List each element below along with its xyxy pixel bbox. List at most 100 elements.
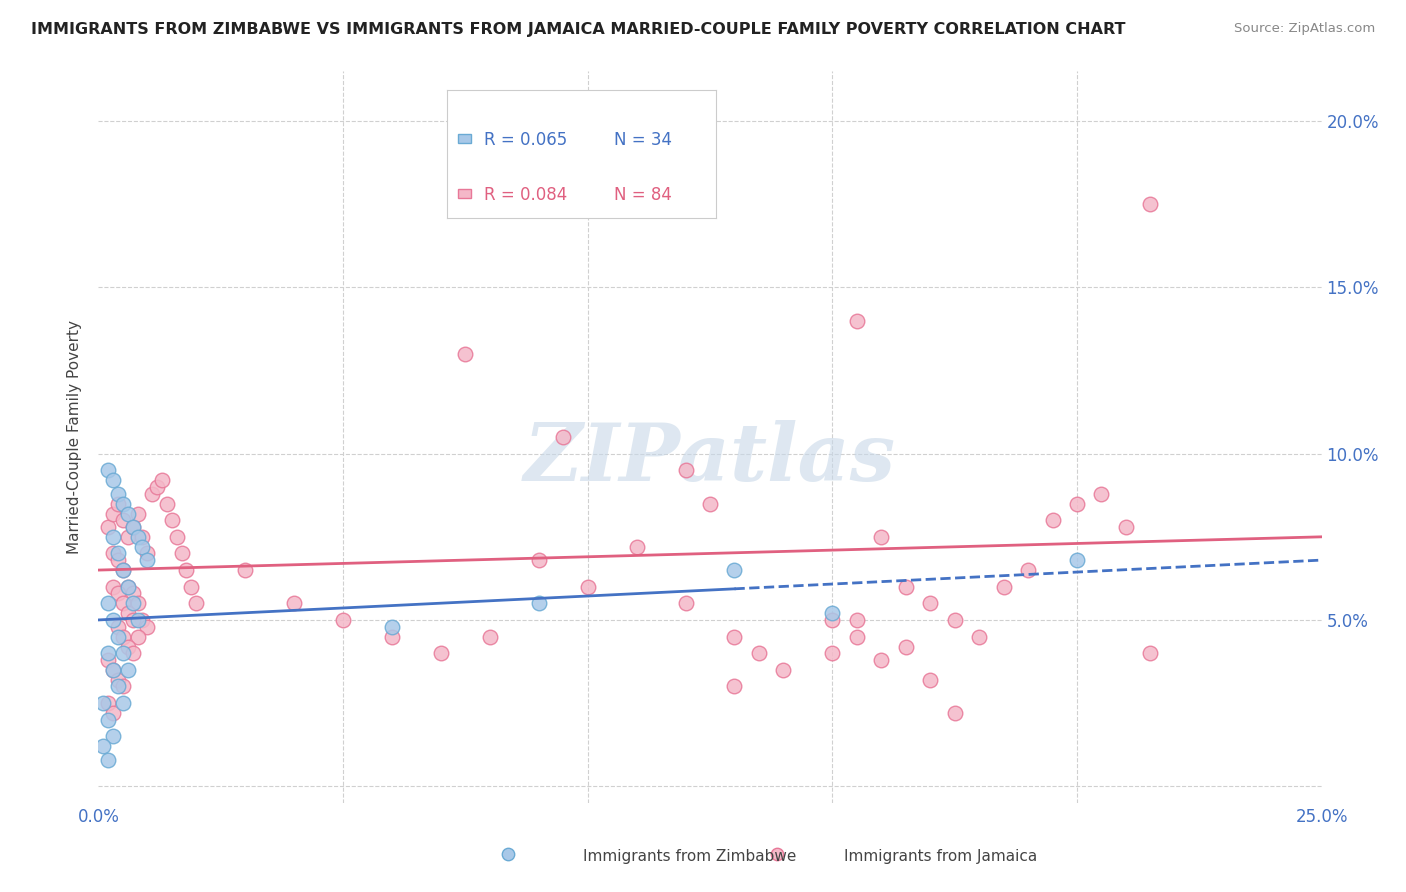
Point: [107, 497, 129, 511]
Point: [527, 596, 550, 610]
Point: [117, 663, 139, 677]
Point: [107, 553, 129, 567]
Point: [160, 513, 183, 527]
Point: [117, 530, 139, 544]
Point: [150, 473, 173, 487]
Point: [180, 580, 202, 594]
Point: [454, 347, 477, 361]
Point: [136, 619, 159, 633]
Point: [176, 563, 198, 577]
Point: [943, 706, 966, 720]
Point: [723, 563, 745, 577]
Point: [920, 673, 942, 687]
Point: [111, 497, 134, 511]
Point: [111, 563, 134, 577]
Point: [381, 619, 404, 633]
Point: [1017, 563, 1039, 577]
Point: [131, 613, 153, 627]
Point: [107, 586, 129, 600]
Point: [675, 463, 697, 477]
Point: [870, 653, 893, 667]
Point: [91, 739, 114, 754]
Point: [430, 646, 453, 660]
Point: [332, 613, 354, 627]
Point: [107, 486, 129, 500]
Point: [107, 673, 129, 687]
Point: [920, 596, 942, 610]
Point: [107, 546, 129, 560]
Point: [111, 596, 134, 610]
Point: [166, 530, 188, 544]
Point: [97, 653, 120, 667]
Point: [101, 546, 124, 560]
Point: [97, 713, 120, 727]
Text: Immigrants from Zimbabwe: Immigrants from Zimbabwe: [583, 849, 797, 863]
Point: [626, 540, 648, 554]
Point: [141, 486, 163, 500]
Point: [121, 586, 143, 600]
Point: [845, 630, 868, 644]
Point: [117, 580, 139, 594]
Point: [381, 630, 404, 644]
Point: [772, 663, 794, 677]
Point: [101, 473, 124, 487]
Point: [821, 607, 844, 621]
Point: [121, 596, 143, 610]
Point: [723, 630, 745, 644]
Point: [894, 580, 917, 594]
Point: [821, 613, 844, 627]
Point: [894, 640, 917, 654]
Point: [1090, 486, 1112, 500]
Point: [967, 630, 990, 644]
Point: [127, 530, 149, 544]
Point: [131, 540, 153, 554]
Point: [186, 596, 208, 610]
Point: [1066, 497, 1088, 511]
Point: [675, 596, 697, 610]
Text: Immigrants from Jamaica: Immigrants from Jamaica: [844, 849, 1036, 863]
Point: [101, 613, 124, 627]
Point: [111, 513, 134, 527]
Point: [127, 613, 149, 627]
Point: [121, 646, 143, 660]
Point: [107, 630, 129, 644]
Point: [121, 613, 143, 627]
Y-axis label: Married-Couple Family Poverty: Married-Couple Family Poverty: [67, 320, 83, 554]
Point: [527, 553, 550, 567]
Point: [723, 680, 745, 694]
Point: [101, 530, 124, 544]
Point: [97, 463, 120, 477]
Point: [870, 530, 893, 544]
Point: [97, 520, 120, 534]
Point: [845, 613, 868, 627]
Point: [97, 596, 120, 610]
Point: [1139, 197, 1161, 211]
Point: [131, 530, 153, 544]
Point: [1139, 646, 1161, 660]
Point: [121, 520, 143, 534]
Point: [97, 646, 120, 660]
Point: [117, 640, 139, 654]
Point: [1042, 513, 1064, 527]
Point: [97, 696, 120, 710]
Point: [121, 520, 143, 534]
Point: [97, 753, 120, 767]
Point: [111, 696, 134, 710]
Point: [699, 497, 721, 511]
Point: [111, 630, 134, 644]
Point: [127, 596, 149, 610]
Text: Source: ZipAtlas.com: Source: ZipAtlas.com: [1234, 22, 1375, 36]
Point: [107, 619, 129, 633]
Point: [101, 663, 124, 677]
Point: [117, 607, 139, 621]
Text: ZIPatlas: ZIPatlas: [524, 420, 896, 498]
Point: [91, 696, 114, 710]
Point: [127, 630, 149, 644]
Point: [107, 680, 129, 694]
Point: [943, 613, 966, 627]
Point: [127, 507, 149, 521]
Point: [117, 507, 139, 521]
Point: [111, 563, 134, 577]
Point: [576, 580, 599, 594]
Point: [111, 646, 134, 660]
